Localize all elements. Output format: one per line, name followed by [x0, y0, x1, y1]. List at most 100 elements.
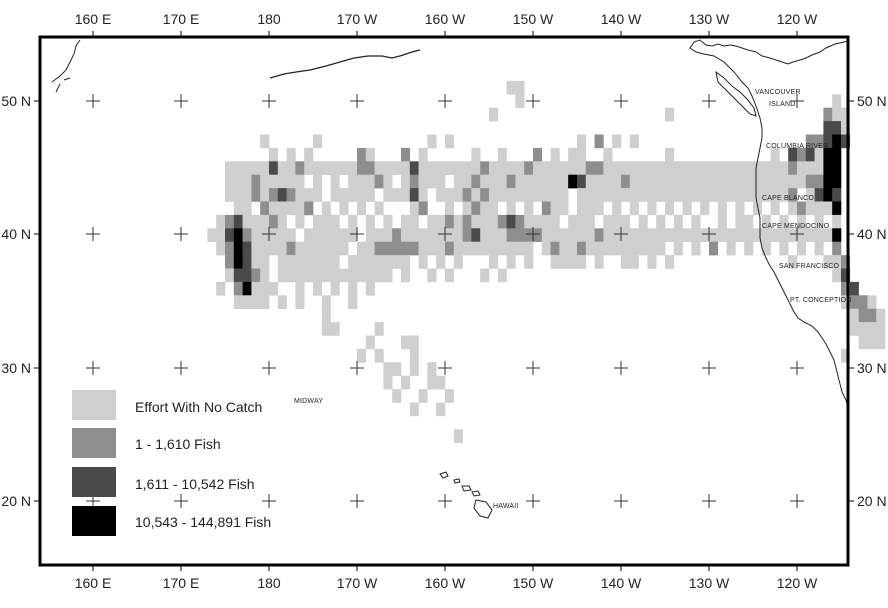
catch-cell	[594, 161, 604, 175]
catch-cell	[445, 268, 455, 283]
catch-cell	[858, 308, 868, 323]
graticule-cross	[174, 494, 188, 508]
catch-cell	[489, 241, 499, 256]
catch-cell	[295, 268, 305, 283]
catch-cell	[779, 214, 789, 229]
alaska-coast	[269, 49, 421, 79]
catch-cell	[330, 268, 340, 283]
catch-cell	[506, 214, 516, 229]
catch-cell	[506, 174, 516, 189]
catch-cell	[401, 174, 411, 189]
catch-cell	[524, 174, 534, 189]
catch-cell	[629, 174, 639, 189]
catch-cell	[365, 161, 375, 175]
catch-cell	[409, 161, 419, 175]
catch-cell	[867, 335, 877, 350]
catch-cell	[506, 228, 516, 242]
catch-cell	[295, 201, 305, 216]
catch-cell	[242, 295, 252, 309]
catch-cell	[295, 255, 305, 269]
catch-cell	[418, 255, 428, 269]
catch-cell	[453, 241, 463, 256]
catch-cell	[832, 268, 842, 283]
catch-cell	[357, 348, 367, 363]
catch-cell	[286, 255, 296, 269]
catch-cell	[348, 268, 358, 283]
catch-cell	[515, 228, 525, 242]
catch-cell	[638, 174, 648, 189]
catch-cell	[418, 147, 428, 162]
catch-cell	[445, 201, 455, 216]
graticule-cross	[350, 227, 364, 241]
catch-cell	[233, 201, 243, 216]
catch-cell	[348, 255, 358, 269]
catch-cell	[445, 228, 455, 242]
catch-cell	[841, 281, 851, 296]
catch-cell	[656, 228, 666, 242]
catch-cell	[647, 161, 657, 175]
catch-cell	[260, 214, 270, 229]
catch-cell	[392, 241, 402, 256]
catch-cell	[339, 268, 349, 283]
catch-cell	[295, 188, 305, 202]
catch-cell	[849, 308, 859, 323]
catch-cell	[480, 268, 490, 283]
catch-cell	[568, 241, 578, 256]
catch-cell	[462, 241, 472, 256]
catch-cell	[436, 174, 446, 189]
catch-cell	[797, 228, 807, 242]
catch-cell	[612, 214, 622, 229]
catch-cell	[225, 255, 235, 269]
catch-cell	[392, 228, 402, 242]
catch-cell	[797, 174, 807, 189]
catch-cell	[524, 201, 534, 216]
catch-cell	[357, 174, 367, 189]
catch-cell	[418, 188, 428, 202]
catch-cell	[418, 241, 428, 256]
catch-cell	[436, 402, 446, 417]
catch-cell	[251, 241, 261, 256]
catch-cell	[330, 228, 340, 242]
catch-cell	[594, 188, 604, 202]
catch-cell	[770, 161, 780, 175]
catch-cell	[233, 214, 243, 229]
catch-cell	[550, 147, 560, 162]
catch-cell	[612, 174, 622, 189]
catch-cell	[594, 228, 604, 242]
catch-cell	[612, 228, 622, 242]
catch-cell	[691, 188, 701, 202]
catch-cell	[726, 161, 736, 175]
catch-cell	[612, 134, 622, 149]
label-columbia-river: COLUMBIA RIVER	[766, 143, 828, 150]
catch-cell	[348, 295, 358, 309]
catch-cell	[453, 429, 463, 443]
graticule-cross	[526, 94, 540, 108]
catch-cell	[717, 188, 727, 202]
tick-label-top: 150 W	[513, 11, 554, 27]
legend-swatch-high	[72, 506, 116, 536]
catch-cell	[277, 228, 287, 242]
catch-cell	[269, 201, 279, 216]
catch-cell	[216, 241, 226, 256]
graticule-cross	[438, 227, 452, 241]
tick-label-left: 20 N	[1, 493, 31, 509]
catch-cell	[823, 188, 833, 202]
catch-cell	[242, 201, 252, 216]
catch-cell	[321, 241, 331, 256]
catch-cell	[805, 161, 815, 175]
tick-label-bottom: 160 W	[425, 575, 466, 591]
catch-cell	[260, 188, 270, 202]
tick-label-top: 170 E	[163, 11, 200, 27]
catch-cell	[286, 161, 296, 175]
catch-cell	[788, 255, 798, 269]
catch-cell	[841, 134, 851, 149]
catch-cell	[348, 281, 358, 296]
catch-cell	[401, 241, 411, 256]
catch-cell	[735, 188, 745, 202]
catch-cell	[401, 335, 411, 350]
catch-cell	[603, 147, 613, 162]
catch-cell	[559, 241, 569, 256]
catch-cell	[304, 201, 314, 216]
catch-cell	[832, 188, 842, 202]
catch-cell	[717, 201, 727, 216]
